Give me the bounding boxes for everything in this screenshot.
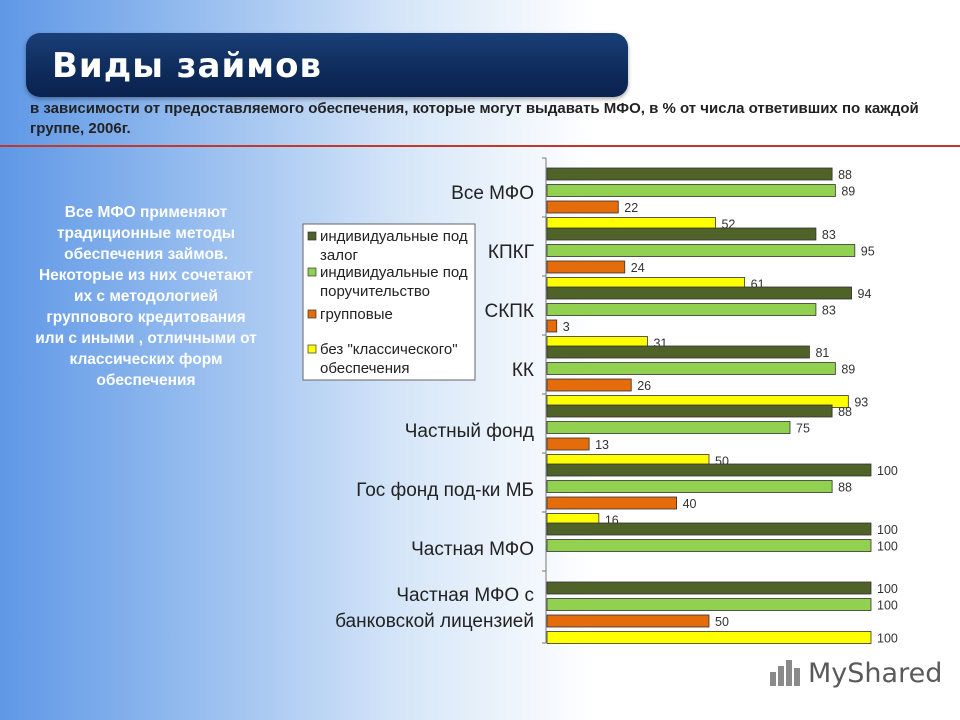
category-label: СКПК	[484, 301, 534, 322]
category-label-line: банковской лицензией	[335, 611, 534, 632]
category-label-line: Частная МФО с	[396, 585, 534, 606]
data-label: 100	[877, 632, 898, 646]
data-label: 88	[838, 168, 852, 182]
legend-label-line: групповые	[320, 306, 393, 323]
category-label: Гос фонд под-ки МБ	[356, 480, 534, 501]
bar-2	[546, 303, 817, 316]
data-label: 100	[877, 599, 898, 613]
bar-3	[546, 614, 710, 628]
bar-1	[546, 404, 833, 418]
bar-2	[546, 480, 833, 493]
page-title: Виды займов	[52, 46, 322, 86]
logo-text: MyShared	[808, 657, 943, 689]
data-label: 24	[631, 261, 645, 275]
data-label: 100	[877, 582, 898, 596]
bar-3	[546, 437, 590, 451]
data-label: 81	[815, 346, 829, 360]
data-label: 13	[595, 438, 609, 452]
category-label: Частная МФО	[411, 539, 534, 560]
divider-line	[0, 145, 960, 147]
category-label: КК	[512, 360, 534, 381]
bar-3	[546, 496, 678, 510]
bar-1	[546, 522, 872, 536]
legend-label-line: индивидуальные под	[320, 228, 468, 245]
data-label: 100	[877, 464, 898, 478]
data-label: 3	[563, 320, 570, 334]
bar-1	[546, 286, 852, 300]
data-label: 22	[624, 201, 638, 215]
data-label: 83	[822, 304, 836, 318]
bar-2	[546, 598, 872, 611]
bar-1	[546, 227, 817, 241]
legend-label: индивидуальные под залог	[320, 228, 468, 264]
legend-swatch	[307, 231, 317, 241]
data-label: 100	[877, 523, 898, 537]
bar-3	[546, 260, 626, 274]
legend-label: групповые	[320, 306, 393, 323]
data-label: 40	[683, 497, 697, 511]
title-bar	[26, 33, 628, 97]
bar-3	[546, 319, 558, 333]
page-subtitle: в зависимости от предоставляемого обеспе…	[30, 100, 919, 137]
data-label: 94	[858, 287, 872, 301]
bar-3	[546, 200, 619, 214]
side-note: Все МФО применяют традиционные методы об…	[35, 204, 257, 389]
data-label: 100	[877, 540, 898, 554]
legend-label-line: без "классического"	[320, 341, 458, 358]
legend-label-line: обеспечения	[320, 360, 410, 377]
legend-box	[302, 223, 476, 381]
bar-2	[546, 244, 856, 257]
logo: MyShared	[768, 657, 942, 689]
data-label: 95	[861, 245, 875, 259]
category-label: Частный фонд	[405, 421, 534, 442]
data-label: 93	[854, 396, 868, 410]
data-label: 89	[841, 363, 855, 377]
data-label: 26	[637, 379, 651, 393]
legend-label-line: поручительство	[320, 283, 430, 300]
bar-2	[546, 184, 836, 197]
legend-swatch	[307, 344, 317, 354]
bar-1	[546, 463, 872, 477]
category-label: Все МФО	[451, 183, 534, 204]
bar-2	[546, 421, 791, 434]
bar-2	[546, 539, 872, 552]
bar-1	[546, 581, 872, 595]
data-label: 88	[838, 481, 852, 495]
bar-1	[546, 345, 810, 359]
data-label: 89	[841, 185, 855, 199]
bar-4	[546, 631, 872, 644]
legend-swatch	[307, 267, 317, 277]
bar-1	[546, 167, 833, 181]
legend-swatch	[307, 309, 317, 319]
bar-2	[546, 362, 836, 375]
bar-3	[546, 378, 632, 392]
data-label: 88	[838, 405, 852, 419]
data-label: 75	[796, 422, 810, 436]
category-label: КПКГ	[488, 242, 534, 263]
logo-icon	[770, 660, 800, 686]
legend-label: без "классического" обеспечения	[320, 341, 458, 377]
legend-label-line: индивидуальные под	[320, 264, 468, 281]
data-label: 83	[822, 228, 836, 242]
data-label: 50	[715, 615, 729, 629]
legend-label-line: залог	[320, 247, 358, 264]
legend-label: индивидуальные под поручительство	[320, 264, 468, 300]
category-label: Частная МФО с банковской лицензией	[335, 585, 534, 632]
